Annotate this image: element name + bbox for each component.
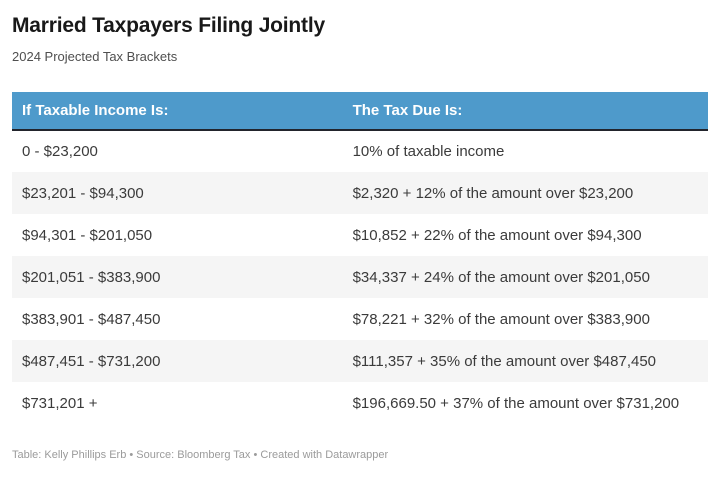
cell-tax-due: $78,221 + 32% of the amount over $383,90… xyxy=(352,310,650,328)
table-row: $23,201 - $94,300 $2,320 + 12% of the amo… xyxy=(12,172,708,214)
cell-tax-due: 10% of taxable income xyxy=(352,143,505,160)
cell-taxable-income: $23,201 - $94,300 xyxy=(12,172,343,214)
cell-taxable-income: $487,451 - $731,200 xyxy=(12,340,343,382)
table-row: $383,901 - $487,450 $78,221 + 32% of the … xyxy=(12,298,708,340)
table-row: $94,301 - $201,050 $10,852 + 22% of the a… xyxy=(12,214,708,256)
cell-tax-due: $196,669.50 + 37% of the amount over $73… xyxy=(352,394,680,412)
column-header-tax-due: The Tax Due Is: xyxy=(342,92,708,131)
cell-taxable-income: $731,201 + xyxy=(22,394,98,412)
tax-brackets-widget: Married Taxpayers Filing Jointly 2024 Pr… xyxy=(0,14,720,462)
table-header-row: If Taxable Income Is: The Tax Due Is: xyxy=(12,92,708,131)
cell-taxable-income: $383,901 - $487,450 xyxy=(22,310,161,328)
cell-taxable-income: $201,051 - $383,900 xyxy=(12,256,343,298)
cell-tax-due: $111,357 + 35% of the amount over $487,4… xyxy=(342,340,708,382)
cell-taxable-income: 0 - $23,200 xyxy=(22,143,98,160)
cell-taxable-income: $94,301 - $201,050 xyxy=(22,226,153,244)
page-subtitle: 2024 Projected Tax Brackets xyxy=(12,49,178,64)
table-row: 0 - $23,200 10% of taxable income xyxy=(12,130,708,172)
tax-brackets-table: If Taxable Income Is: The Tax Due Is: 0 … xyxy=(12,92,708,424)
cell-tax-due: $10,852 + 22% of the amount over $94,300 xyxy=(352,226,642,244)
cell-tax-due: $2,320 + 12% of the amount over $23,200 xyxy=(342,172,708,214)
table-row: $201,051 - $383,900 $34,337 + 24% of the … xyxy=(12,256,708,298)
table-row: $487,451 - $731,200 $111,357 + 35% of the… xyxy=(12,340,708,382)
cell-tax-due: $34,337 + 24% of the amount over $201,05… xyxy=(342,256,708,298)
page-title: Married Taxpayers Filing Jointly xyxy=(12,14,325,37)
table-body: 0 - $23,200 10% of taxable income $23,201 … xyxy=(12,130,708,424)
table-row: $731,201 + $196,669.50 + 37% of the amoun… xyxy=(12,382,708,424)
attribution-footer: Table: Kelly Phillips Erb • Source: Bloo… xyxy=(12,449,389,461)
column-header-taxable-income: If Taxable Income Is: xyxy=(12,92,343,131)
